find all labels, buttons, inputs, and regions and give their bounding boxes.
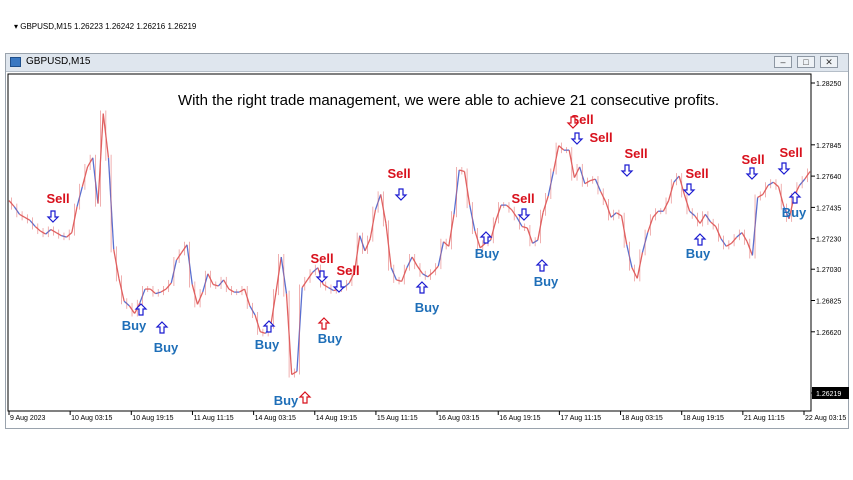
- up-arrow-icon: [262, 320, 276, 333]
- down-arrow-icon: [517, 208, 531, 221]
- chart-window-icon: [10, 57, 21, 67]
- window-title: GBPUSD,M15: [26, 56, 91, 67]
- up-arrow-icon: [317, 317, 331, 330]
- y-tick-label: 1.28250: [816, 81, 841, 88]
- buy-signal-label: Buy: [534, 274, 559, 289]
- down-arrow-icon: [46, 210, 60, 223]
- x-tick-label: 22 Aug 03:15: [805, 415, 846, 422]
- maximize-button[interactable]: □: [797, 56, 815, 68]
- x-tick-label: 11 Aug 11:15: [193, 415, 233, 422]
- sell-signal-label: Sell: [46, 191, 69, 206]
- symbol-info-line: ▾ GBPUSD,M15 1.26223 1.26242 1.26216 1.2…: [14, 22, 196, 31]
- down-arrow-icon: [570, 132, 584, 145]
- up-arrow-icon: [535, 259, 549, 272]
- y-tick-label: 1.27845: [816, 143, 841, 150]
- up-arrow-icon: [298, 391, 312, 404]
- buy-signal-label: Buy: [318, 331, 343, 346]
- sell-signal-label: Sell: [511, 191, 534, 206]
- up-arrow-icon: [134, 303, 148, 316]
- up-arrow-icon: [788, 191, 802, 204]
- up-arrow-icon: [693, 233, 707, 246]
- down-arrow-icon: [620, 164, 634, 177]
- current-price-box: [812, 387, 849, 399]
- chart-caption: With the right trade management, we were…: [177, 92, 720, 109]
- sell-signal-label: Sell: [741, 152, 764, 167]
- y-tick-label: 1.26825: [816, 299, 841, 306]
- sell-signal-label: Sell: [624, 146, 647, 161]
- buy-signal-label: Buy: [274, 393, 299, 408]
- x-tick-label: 14 Aug 19:15: [316, 415, 357, 422]
- symbol-info-text: GBPUSD,M15 1.26223 1.26242 1.26216 1.262…: [20, 22, 197, 31]
- buy-signal-label: Buy: [415, 300, 440, 315]
- current-price-label: 1.26219: [816, 391, 841, 398]
- x-tick-label: 10 Aug 19:15: [132, 415, 173, 422]
- x-tick-label: 21 Aug 11:15: [744, 415, 785, 422]
- x-tick-label: 16 Aug 19:15: [499, 415, 540, 422]
- y-tick-label: 1.27230: [816, 237, 841, 244]
- sell-signal-label: Sell: [387, 166, 410, 181]
- down-arrow-icon: [315, 270, 329, 283]
- buy-signal-label: Buy: [686, 246, 711, 261]
- down-arrow-icon: [745, 167, 759, 180]
- down-arrow-icon: [682, 183, 696, 196]
- buy-signal-label: Buy: [154, 340, 179, 355]
- buy-signal-label: Buy: [475, 246, 500, 261]
- x-axis: 9 Aug 2023 10 Aug 03:15 10 Aug 19:15 11 Aug…: [8, 411, 846, 422]
- y-tick-label: 1.27640: [816, 174, 841, 181]
- price-series: [8, 110, 811, 378]
- buy-signal-label: Buy: [255, 337, 280, 352]
- y-tick-label: 1.26620: [816, 330, 841, 337]
- up-arrow-icon: [479, 231, 493, 244]
- sell-signal-label: Sell: [685, 166, 708, 181]
- x-tick-label: 9 Aug 2023: [10, 415, 46, 422]
- x-tick-label: 15 Aug 11:15: [377, 415, 418, 422]
- sell-signal-label: Sell: [336, 263, 359, 278]
- up-arrow-icon: [155, 321, 169, 334]
- down-arrow-icon: [566, 116, 580, 129]
- x-tick-label: 16 Aug 03:15: [438, 415, 479, 422]
- buy-signal-label: Buy: [782, 205, 807, 220]
- plot-area-border: [7, 73, 812, 412]
- sell-signal-label: Sell: [310, 251, 333, 266]
- x-tick-label: 18 Aug 19:15: [683, 415, 724, 422]
- up-arrow-icon: [415, 281, 429, 294]
- chart-window: GBPUSD,M15 – □ ✕: [5, 53, 849, 429]
- x-tick-label: 18 Aug 03:15: [622, 415, 663, 422]
- down-arrow-icon: [332, 280, 346, 293]
- buy-signal-label: Buy: [122, 318, 147, 333]
- window-titlebar: GBPUSD,M15 – □ ✕: [6, 54, 848, 72]
- y-tick-label: 1.27030: [816, 267, 841, 274]
- minimize-button[interactable]: –: [774, 56, 792, 68]
- sell-signal-label: Sell: [589, 130, 612, 145]
- dropdown-triangle-icon[interactable]: ▾: [14, 22, 19, 31]
- x-tick-label: 17 Aug 11:15: [560, 415, 601, 422]
- x-tick-label: 10 Aug 03:15: [71, 415, 112, 422]
- close-button[interactable]: ✕: [820, 56, 838, 68]
- down-arrow-icon: [777, 162, 791, 175]
- y-tick-label: 1.27435: [816, 205, 841, 212]
- sell-signal-label: Sell: [779, 145, 802, 160]
- x-tick-label: 14 Aug 03:15: [255, 415, 296, 422]
- down-arrow-icon: [394, 188, 408, 201]
- y-axis: 1.28250 1.27845 1.27640 1.27435 1.27230 1.270…: [811, 81, 849, 399]
